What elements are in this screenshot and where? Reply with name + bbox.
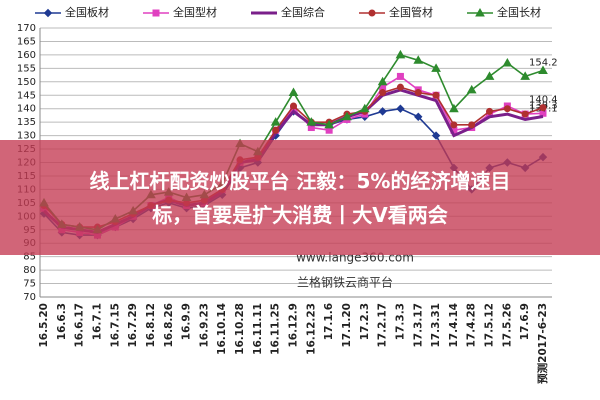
x-tick-label: 16.7.29	[127, 303, 139, 348]
y-tick-label: 160	[17, 50, 36, 61]
x-tick-label: 17.6.9	[519, 303, 531, 340]
point	[431, 131, 441, 140]
point	[449, 103, 459, 113]
x-tick-label: 16.9.9	[181, 303, 193, 340]
point	[432, 91, 440, 99]
point	[306, 117, 317, 126]
data-label: 140.4	[529, 95, 558, 106]
point	[450, 121, 458, 129]
y-tick-label: 75	[23, 279, 36, 290]
x-tick-label: 16.10.28	[234, 303, 246, 355]
x-tick-label: 17.3.3	[394, 303, 406, 340]
y-tick-label: 130	[17, 131, 36, 142]
point	[414, 112, 423, 121]
x-tick-label: 16.8.12	[145, 303, 157, 348]
point	[466, 84, 477, 94]
point	[396, 104, 405, 113]
banner-line: 线上杠杆配资炒股平台 汪毅：5%的经济增速目	[89, 168, 511, 193]
x-tick-label: 16.10.14	[216, 303, 228, 355]
x-tick-label: 17.4.28	[466, 303, 478, 348]
point	[272, 126, 280, 134]
point	[378, 107, 387, 116]
x-tick-label: 17.5.12	[484, 303, 496, 348]
y-tick-label: 170	[17, 23, 36, 34]
x-tick-label: 16.6.3	[56, 303, 68, 340]
x-tick-label: 16.7.15	[109, 303, 121, 348]
x-tick-label: 16.12.9	[288, 303, 300, 348]
point	[270, 117, 281, 126]
point	[288, 87, 299, 97]
x-tick-label: 16.5.20	[38, 303, 50, 348]
x-tick-label: 17.3.17	[412, 303, 424, 348]
point	[379, 89, 387, 97]
y-tick-label: 85	[23, 252, 36, 263]
point	[503, 105, 511, 113]
point	[539, 104, 547, 112]
point	[43, 8, 53, 18]
point	[484, 71, 495, 80]
legend-label: 全国长材	[497, 5, 541, 19]
y-tick-label: 165	[17, 36, 36, 47]
point	[486, 107, 494, 115]
legend-label: 全国型材	[173, 5, 217, 19]
x-tick-label: 16.11.11	[252, 303, 264, 355]
point	[152, 9, 160, 17]
point	[413, 55, 424, 64]
y-tick-label: 80	[23, 265, 36, 276]
x-tick-label: 17.2.17	[377, 303, 389, 348]
x-tick-label: 16.8.26	[163, 303, 175, 348]
x-tick-label: 16.12.23	[305, 303, 317, 355]
point	[290, 102, 297, 110]
legend-label: 全国管材	[389, 5, 433, 19]
banner-line: 标，首要是扩大消费丨大V看两会	[152, 202, 448, 227]
point	[396, 83, 404, 91]
point	[396, 72, 404, 80]
legend-label: 全国板材	[65, 5, 109, 19]
legend-label: 全国综合	[281, 5, 325, 19]
point	[538, 65, 548, 75]
x-tick-label: 17.4.14	[448, 303, 460, 348]
x-tick-label: 17.5.26	[501, 303, 513, 348]
point	[368, 9, 376, 17]
y-tick-label: 150	[17, 77, 36, 88]
y-tick-label: 70	[23, 292, 36, 303]
point	[377, 76, 388, 86]
point	[520, 71, 531, 80]
point	[475, 7, 485, 17]
overlay-banner: 线上杠杆配资炒股平台 汪毅：5%的经济增速目 标，首要是扩大消费丨大V看两会	[0, 140, 600, 255]
data-label: 154.2	[529, 58, 558, 69]
watermark: 兰格钢铁云商平台	[297, 275, 393, 290]
x-tick-label: 17.3.31	[430, 303, 442, 348]
point	[431, 63, 441, 72]
x-tick-label: 预测2017-6-23	[536, 303, 549, 384]
point	[324, 119, 335, 129]
x-tick-label: 16.9.23	[198, 303, 210, 348]
point	[521, 110, 529, 118]
y-tick-label: 140	[17, 104, 36, 115]
x-tick-label: 17.1.20	[341, 303, 353, 348]
x-tick-label: 16.11.25	[270, 303, 282, 355]
y-tick-label: 145	[17, 90, 36, 101]
y-tick-label: 135	[17, 117, 36, 128]
point	[502, 57, 513, 67]
point	[395, 49, 406, 59]
y-tick-label: 155	[17, 63, 36, 74]
x-tick-label: 17.2.3	[359, 303, 371, 340]
point	[342, 111, 352, 121]
x-tick-label: 16.7.1	[91, 303, 103, 340]
point	[414, 89, 422, 97]
point	[359, 103, 370, 113]
x-tick-label: 17.1.6	[323, 303, 335, 340]
point	[468, 121, 476, 129]
x-tick-label: 16.6.17	[74, 303, 86, 348]
